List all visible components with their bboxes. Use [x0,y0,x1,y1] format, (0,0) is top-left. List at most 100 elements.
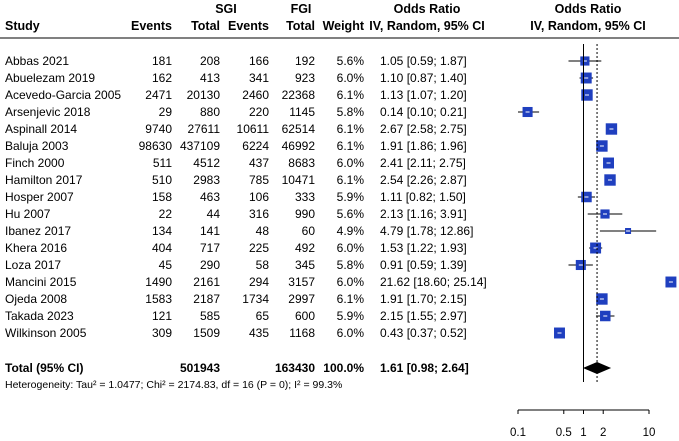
study-weight: 6.1% [337,88,365,102]
sgi-total: 2161 [193,275,220,289]
fgi-total: 3157 [288,275,315,289]
fgi-events: 225 [249,241,269,255]
study-name: Acevedo-Garcia 2005 [5,88,121,102]
fgi-total: 192 [295,54,315,68]
fgi-total: 46992 [282,139,316,153]
fgi-events: 6224 [242,139,269,153]
fgi-events: 220 [249,105,269,119]
total-or-text: 1.61 [0.98; 2.64] [380,361,469,375]
study-weight: 5.8% [337,258,365,272]
study-weight: 4.9% [337,224,365,238]
fgi-events: 106 [249,190,269,204]
total-sgi: 501943 [180,361,220,375]
study-name: Ojeda 2008 [5,292,67,306]
study-or-text: 1.53 [1.22; 1.93] [380,241,467,255]
fgi-total: 62514 [282,122,316,136]
fgi-total: 8683 [288,156,315,170]
study-name: Abbas 2021 [5,54,69,68]
study-name: Takada 2023 [5,309,74,323]
study-name: Mancini 2015 [5,275,77,289]
sgi-total: 44 [207,207,221,221]
study-or-text: 0.91 [0.59; 1.39] [380,258,467,272]
study-or-text: 2.13 [1.16; 3.91] [380,207,467,221]
sgi-total: 208 [200,54,220,68]
sgi-events: 22 [159,207,173,221]
heterogeneity-text: Heterogeneity: Tau² = 1.0477; Chi² = 217… [5,379,342,391]
fgi-events: 10611 [237,122,270,136]
study-or-text: 2.67 [2.58; 2.75] [380,122,467,136]
fgi-total: 22368 [282,88,316,102]
sgi-total: 20130 [187,88,221,102]
sgi-events: 2471 [145,88,172,102]
total-fgi: 163430 [275,361,315,375]
study-weight: 6.1% [337,292,365,306]
sgi-total: 585 [200,309,220,323]
sgi-total: 413 [200,71,220,85]
study-or-text: 2.41 [2.11; 2.75] [380,156,466,170]
sgi-total: 2187 [193,292,220,306]
study-weight: 6.1% [337,173,365,187]
study-name: Hamilton 2017 [5,173,83,187]
study-weight: 6.1% [337,139,365,153]
fgi-events: 435 [249,326,269,340]
study-name: Hu 2007 [5,207,51,221]
sgi-total: 880 [200,105,220,119]
study-weight: 6.0% [337,71,365,85]
sgi-events: 510 [152,173,172,187]
fgi-events: 48 [256,224,270,238]
study-or-text: 1.11 [0.82; 1.50] [380,190,466,204]
fgi-total: 600 [295,309,315,323]
sgi-total: 141 [200,224,220,238]
sgi-events: 511 [153,156,172,170]
fgi-events: 437 [249,156,269,170]
sgi-events: 45 [159,258,173,272]
study-or-text: 2.15 [1.55; 2.97] [380,309,467,323]
study-or-text: 4.79 [1.78; 12.86] [380,224,473,238]
total-weight: 100.0% [323,361,364,375]
study-weight: 6.1% [337,122,365,136]
sgi-events: 98630 [139,139,173,153]
study-weight: 5.8% [337,105,365,119]
study-or-text: 1.91 [1.86; 1.96] [380,139,467,153]
sgi-total: 1509 [193,326,220,340]
fgi-events: 785 [249,173,269,187]
study-weight: 5.6% [337,207,365,221]
fgi-events: 316 [249,207,269,221]
pooled-diamond [582,362,612,374]
fgi-events: 65 [256,309,270,323]
sgi-events: 1583 [145,292,172,306]
sgi-total: 27611 [188,122,221,136]
study-or-text: 2.54 [2.26; 2.87] [380,173,467,187]
study-name: Arsenjevic 2018 [5,105,91,119]
sgi-events: 1490 [145,275,172,289]
sgi-events: 162 [152,71,172,85]
col-total1-header: Total [191,19,220,33]
fgi-total: 10471 [282,173,316,187]
study-name: Loza 2017 [5,258,61,272]
sgi-total: 717 [200,241,220,255]
x-tick-label: 0.5 [556,427,572,439]
x-tick-label: 10 [643,427,656,439]
fgi-events: 166 [249,54,269,68]
study-name: Hosper 2007 [5,190,74,204]
study-weight: 6.0% [337,241,365,255]
or-column-subtitle: IV, Random, 95% CI [369,19,485,33]
study-weight: 5.6% [337,54,365,68]
x-tick-label: 0.1 [510,427,526,439]
sgi-total: 290 [200,258,220,272]
fgi-events: 58 [256,258,270,272]
sgi-events: 29 [159,105,173,119]
plot-subtitle: IV, Random, 95% CI [530,19,646,33]
study-or-text: 21.62 [18.60; 25.14] [380,275,487,289]
col-weight-header: Weight [323,19,365,33]
study-name: Ibanez 2017 [5,224,71,238]
fgi-total: 333 [295,190,315,204]
study-or-text: 1.05 [0.59; 1.87] [380,54,467,68]
forest-plot-area: 0.1 0.5 1 2 10 [510,44,677,439]
fgi-events: 294 [249,275,269,289]
sgi-total: 437109 [180,139,220,153]
study-or-text: 0.43 [0.37; 0.52] [380,326,467,340]
x-tick-label: 1 [580,427,586,439]
total-label: Total (95% CI) [5,361,83,375]
